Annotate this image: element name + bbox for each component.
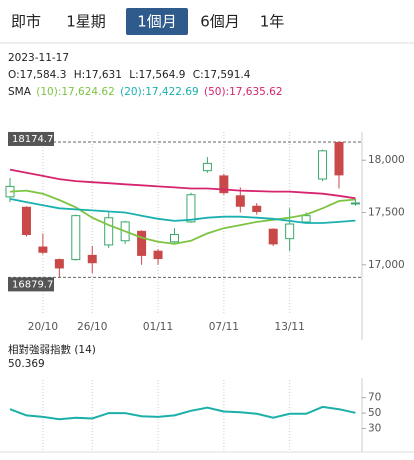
sma-label: SMA [8, 86, 32, 98]
x-tick-label: 26/10 [77, 321, 107, 333]
candle-body [104, 217, 114, 246]
tab[interactable]: 1星期 [66, 13, 106, 31]
line [9, 189, 356, 245]
legend-entry: (50):17,635.62 [204, 86, 283, 98]
candle-body [285, 223, 295, 240]
candle-body [334, 141, 344, 176]
rsi-value: 50.369 [8, 358, 45, 370]
candle-body [71, 215, 81, 261]
x-tick-label: 20/10 [28, 321, 58, 333]
candle-body [252, 205, 262, 212]
candle-body [54, 259, 64, 269]
line [9, 198, 356, 224]
candle-body [87, 254, 97, 264]
candle-body [38, 246, 48, 253]
y-tick-label: 18,000 [368, 154, 405, 166]
candle-body [301, 215, 311, 223]
tab[interactable]: 6個月 [200, 13, 240, 31]
y-tick-label: 70 [368, 392, 381, 404]
candle-body [268, 228, 278, 245]
ohlc-close: C:17,591.4 [193, 69, 251, 81]
candle-body [202, 162, 212, 172]
candle-body [219, 175, 229, 194]
y-tick-label: 17,000 [368, 259, 405, 271]
candle-body [350, 202, 360, 205]
y-tick-label: 17,500 [368, 207, 405, 219]
tab[interactable]: 即市 [11, 13, 41, 31]
ohlc-high: H:17,631 [74, 69, 122, 81]
candle-body [186, 194, 196, 223]
candle-body [235, 195, 245, 207]
candle-body [21, 206, 31, 235]
y-tick-label: 30 [368, 422, 381, 434]
reference-label-bg [8, 277, 54, 292]
legend-entry: (20):17,422.69 [120, 86, 199, 98]
candle-body [153, 250, 163, 260]
rsi-title: 相對強弱指數 (14) [8, 343, 96, 356]
ohlc: O:17,584.3 H:17,631 L:17,564.9 C:17,591.… [8, 69, 251, 81]
ohlc-low: L:17,564.9 [129, 69, 185, 81]
line [9, 405, 356, 421]
tab-bar: 即市 1星期 1個月 6個月 1年 [11, 8, 284, 35]
tab-active-bg [126, 8, 188, 35]
date: 2023-11-17 [8, 52, 69, 64]
tab[interactable]: 1個月 [137, 13, 177, 31]
ohlc-open: O:17,584.3 [8, 69, 66, 81]
x-tick-label: 07/11 [209, 321, 239, 333]
candle-body [170, 233, 179, 243]
reference-label: 16879.7 [12, 279, 53, 290]
legend-entry: (10):17,624.62 [36, 86, 115, 98]
reference-label: 18174.7 [12, 134, 53, 145]
reference-label-bg [8, 131, 54, 146]
x-tick-label: 13/11 [275, 321, 305, 333]
sma-legend: SMA (10):17,624.62 (20):17,422.69 (50):1… [8, 86, 283, 98]
candle-body [318, 150, 328, 180]
y-tick-label: 50 [368, 407, 381, 419]
x-tick-label: 01/11 [143, 321, 173, 333]
tab[interactable]: 1年 [260, 13, 285, 31]
line [9, 168, 356, 200]
candle-body [137, 230, 147, 256]
